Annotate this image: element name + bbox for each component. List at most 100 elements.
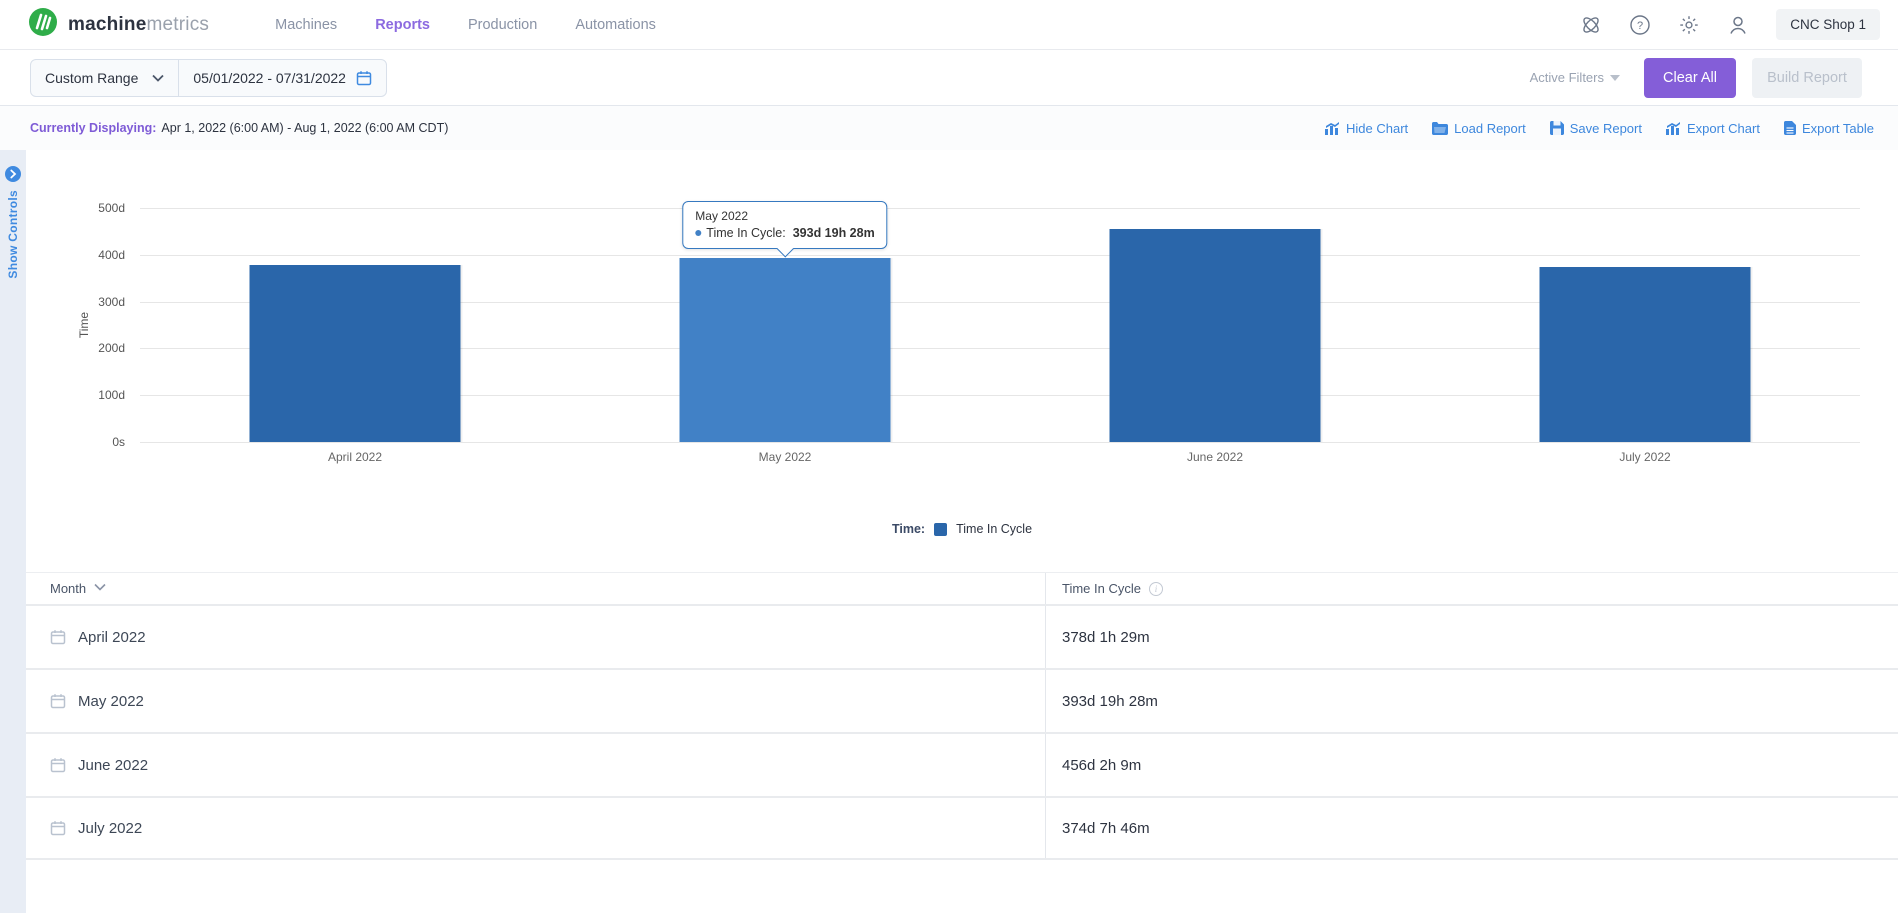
chart-icon (1665, 121, 1680, 135)
load-report-link[interactable]: Load Report (1432, 121, 1526, 136)
bar-may-2022 (679, 257, 891, 442)
tooltip-title: May 2022 (695, 208, 748, 223)
column-header-month[interactable]: Month (26, 573, 1046, 604)
help-icon[interactable]: ? (1629, 14, 1651, 36)
x-tick-label: May 2022 (758, 450, 812, 464)
nav-reports[interactable]: Reports (375, 16, 430, 33)
legend-series-label: Time In Cycle (956, 522, 1033, 536)
nav-machines[interactable]: Machines (275, 16, 338, 33)
bar[interactable] (249, 265, 461, 442)
date-range-input[interactable]: 05/01/2022 - 07/31/2022 (179, 60, 386, 96)
x-tick-label: July 2022 (1619, 450, 1671, 464)
table-row[interactable]: April 2022 378d 1h 29m (26, 604, 1898, 668)
gridline (140, 442, 1860, 443)
active-filters-dropdown[interactable]: Active Filters (1530, 70, 1620, 85)
save-report-link[interactable]: Save Report (1549, 120, 1642, 136)
table-row[interactable]: June 2022 456d 2h 9m (26, 732, 1898, 796)
show-controls-toggle[interactable]: Show Controls (0, 150, 26, 913)
topnav-right: ? CNC Shop 1 (1580, 9, 1880, 40)
nav-automations[interactable]: Automations (575, 16, 656, 33)
brand-wordmark: machinemetrics (68, 13, 210, 35)
y-tick-label: 400d (98, 247, 125, 262)
series-dot-icon (695, 229, 702, 236)
shop-selector[interactable]: CNC Shop 1 (1776, 9, 1880, 40)
export-table-label: Export Table (1801, 120, 1874, 136)
top-navigation: machinemetrics Machines Reports Producti… (0, 0, 1898, 50)
legend-prefix: Time: (891, 522, 926, 536)
row-time-in-cycle: 374d 7h 46m (1062, 819, 1150, 837)
y-tick-label: 300d (98, 294, 125, 309)
info-icon[interactable]: i (1148, 581, 1163, 596)
currently-displaying-value: Apr 1, 2022 (6:00 AM) - Aug 1, 2022 (6:0… (161, 121, 449, 135)
chart-icon (1325, 121, 1340, 135)
month-header-label: Month (50, 581, 87, 596)
folder-icon (1432, 121, 1449, 135)
export-chart-label: Export Chart (1686, 120, 1760, 136)
row-month: May 2022 (78, 692, 144, 710)
x-tick-label: June 2022 (1186, 450, 1244, 464)
hide-chart-label: Hide Chart (1346, 120, 1409, 136)
hide-chart-link[interactable]: Hide Chart (1325, 121, 1408, 136)
tooltip-series-label: Time In Cycle: (706, 225, 786, 240)
report-actions: Hide Chart Load Report Save Report Expor… (1325, 121, 1874, 136)
x-tick-label: April 2022 (327, 450, 383, 464)
gridline (140, 208, 1860, 209)
show-controls-label: Show Controls (6, 190, 20, 279)
save-report-label: Save Report (1569, 120, 1642, 136)
calendar-icon (50, 630, 66, 645)
sort-chevron-icon (94, 583, 106, 591)
y-tick-label: 100d (98, 388, 125, 403)
date-range-value: 05/01/2022 - 07/31/2022 (193, 69, 346, 86)
y-axis-title: Time (77, 311, 91, 339)
clear-all-button[interactable]: Clear All (1644, 57, 1736, 98)
table-row[interactable]: July 2022 374d 7h 46m (26, 796, 1898, 860)
chart-tooltip: May 2022 Time In Cycle: 393d 19h 28m (682, 200, 888, 258)
row-time-in-cycle: 378d 1h 29m (1062, 628, 1150, 646)
date-range-control: Custom Range 05/01/2022 - 07/31/2022 (30, 58, 387, 97)
calendar-icon (50, 758, 66, 773)
bar-april-2022 (249, 265, 461, 442)
main-nav: Machines Reports Production Automations (275, 17, 656, 33)
settings-gear-icon[interactable] (1678, 14, 1700, 36)
time-in-cycle-header-label: Time In Cycle (1062, 581, 1141, 596)
export-chart-link[interactable]: Export Chart (1665, 120, 1760, 136)
build-report-button[interactable]: Build Report (1752, 57, 1862, 98)
legend-swatch (934, 522, 948, 536)
bar[interactable] (1109, 228, 1321, 442)
row-time-in-cycle: 456d 2h 9m (1062, 756, 1142, 774)
filter-bar: Custom Range 05/01/2022 - 07/31/2022 Act… (0, 50, 1898, 106)
time-in-cycle-chart: Time 500d 400d 300d 200d 100d 0s April 2… (26, 150, 1898, 490)
export-table-link[interactable]: Export Table (1783, 120, 1874, 136)
y-tick-label: 0s (112, 435, 125, 449)
expand-circle-icon (5, 166, 21, 182)
bar-june-2022 (1109, 228, 1321, 442)
chevron-down-icon (152, 74, 165, 82)
row-month: July 2022 (78, 819, 143, 837)
active-filters-label: Active Filters (1529, 70, 1604, 85)
nav-production[interactable]: Production (467, 16, 538, 33)
chart-plot-area: Time 500d 400d 300d 200d 100d 0s April 2… (77, 200, 1860, 464)
range-type-value: Custom Range (45, 69, 139, 86)
integrations-atom-icon[interactable] (1580, 14, 1602, 36)
tooltip-value: 393d 19h 28m (792, 225, 875, 240)
file-icon (1783, 121, 1796, 135)
calendar-icon (356, 70, 372, 85)
bar[interactable] (679, 257, 891, 442)
filterbar-right: Active Filters Clear All Build Report (1530, 57, 1862, 98)
gridline (140, 348, 1860, 350)
results-table: Month Time In Cycle i April 2022 378d 1h… (26, 572, 1898, 860)
row-month: June 2022 (78, 756, 149, 774)
currently-displaying-label: Currently Displaying: (30, 121, 157, 135)
load-report-label: Load Report (1454, 120, 1526, 136)
y-tick-label: 200d (98, 341, 125, 356)
bar-july-2022 (1539, 266, 1751, 442)
range-type-select[interactable]: Custom Range (31, 59, 180, 96)
machinemetrics-logo[interactable]: machinemetrics (28, 7, 209, 42)
content-area: Time 500d 400d 300d 200d 100d 0s April 2… (26, 150, 1898, 860)
table-row[interactable]: May 2022 393d 19h 28m (26, 668, 1898, 732)
gridline (140, 301, 1860, 303)
brand-mark-icon (28, 7, 58, 42)
bar[interactable] (1539, 266, 1751, 442)
user-icon[interactable] (1727, 14, 1749, 36)
chart-legend: Time: Time In Cycle (26, 522, 1898, 536)
